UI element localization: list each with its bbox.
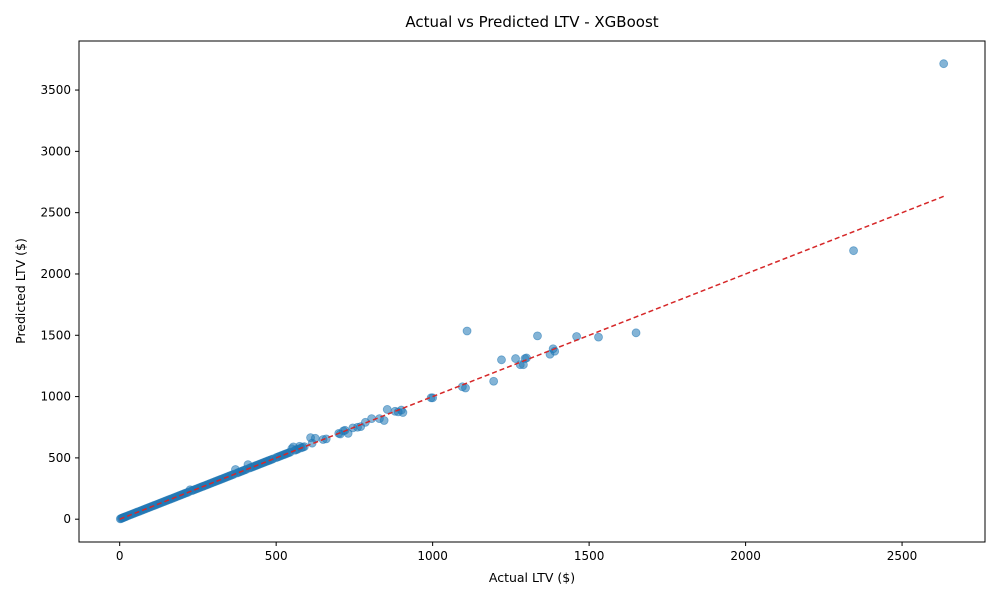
x-tick-label: 0: [116, 549, 124, 563]
data-point: [310, 433, 320, 443]
data-point: [572, 332, 581, 341]
data-point: [939, 59, 949, 69]
y-tick-label: 2500: [40, 206, 71, 220]
x-tick-label: 1500: [574, 549, 605, 563]
data-point: [343, 428, 353, 438]
data-point: [299, 442, 309, 452]
axis-ticks: 0 500 1000 1500 2000 2500 0 500 1000 1500 2000 2500…: [40, 83, 917, 563]
data-point: [379, 416, 389, 425]
chart-title: Actual vs Predicted LTV - XGBoost: [405, 13, 658, 31]
y-tick-label: 1500: [40, 328, 71, 342]
y-tick-label: 3000: [40, 144, 71, 158]
data-point: [497, 355, 506, 365]
x-tick-label: 500: [265, 549, 288, 563]
data-point: [489, 376, 499, 386]
data-point: [594, 332, 603, 342]
data-point: [631, 328, 641, 338]
data-points: [115, 59, 949, 524]
x-tick-label: 2000: [730, 549, 761, 563]
x-tick-label: 2500: [887, 549, 918, 563]
reference-line-group: [119, 195, 944, 520]
data-point: [849, 246, 858, 256]
reference-line: [119, 195, 944, 520]
y-tick-label: 1000: [40, 390, 71, 404]
data-point: [462, 326, 472, 336]
plot-area-frame: [78, 40, 986, 543]
data-point: [398, 408, 408, 417]
y-tick-label: 500: [48, 451, 71, 465]
data-point: [511, 354, 520, 363]
y-axis-label: Predicted LTV ($): [13, 238, 28, 344]
x-axis-label: Actual LTV ($): [489, 570, 575, 585]
data-point: [533, 331, 542, 341]
y-tick-label: 3500: [40, 83, 71, 97]
x-tick-label: 1000: [417, 549, 448, 563]
data-point: [382, 405, 392, 414]
y-tick-label: 2000: [40, 267, 71, 281]
y-tick-label: 0: [63, 512, 71, 526]
